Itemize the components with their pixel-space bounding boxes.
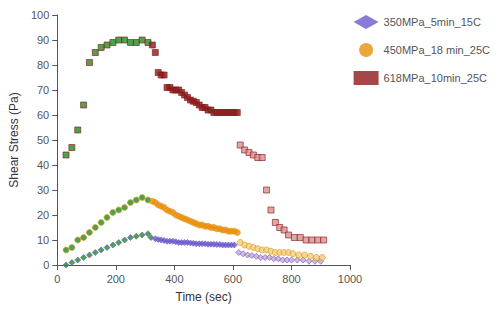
- svg-text:10: 10: [37, 234, 49, 246]
- svg-text:400: 400: [165, 273, 183, 285]
- svg-text:60: 60: [37, 109, 49, 121]
- svg-text:800: 800: [282, 273, 300, 285]
- svg-text:200: 200: [107, 273, 125, 285]
- svg-text:450MPa_18 min_25C: 450MPa_18 min_25C: [384, 44, 490, 56]
- svg-text:0: 0: [54, 273, 60, 285]
- svg-text:1000: 1000: [338, 273, 362, 285]
- svg-text:Shear Stress (Pa): Shear Stress (Pa): [7, 92, 21, 187]
- svg-text:618MPa_10min_25C: 618MPa_10min_25C: [384, 72, 487, 84]
- svg-text:90: 90: [37, 34, 49, 46]
- svg-text:40: 40: [37, 159, 49, 171]
- svg-text:100: 100: [31, 9, 49, 21]
- svg-text:70: 70: [37, 84, 49, 96]
- svg-text:50: 50: [37, 134, 49, 146]
- svg-text:0: 0: [43, 259, 49, 271]
- svg-text:80: 80: [37, 59, 49, 71]
- svg-text:350MPa_5min_15C: 350MPa_5min_15C: [384, 16, 481, 28]
- svg-text:20: 20: [37, 209, 49, 221]
- svg-text:600: 600: [224, 273, 242, 285]
- svg-text:Time (sec): Time (sec): [176, 290, 232, 304]
- svg-text:30: 30: [37, 184, 49, 196]
